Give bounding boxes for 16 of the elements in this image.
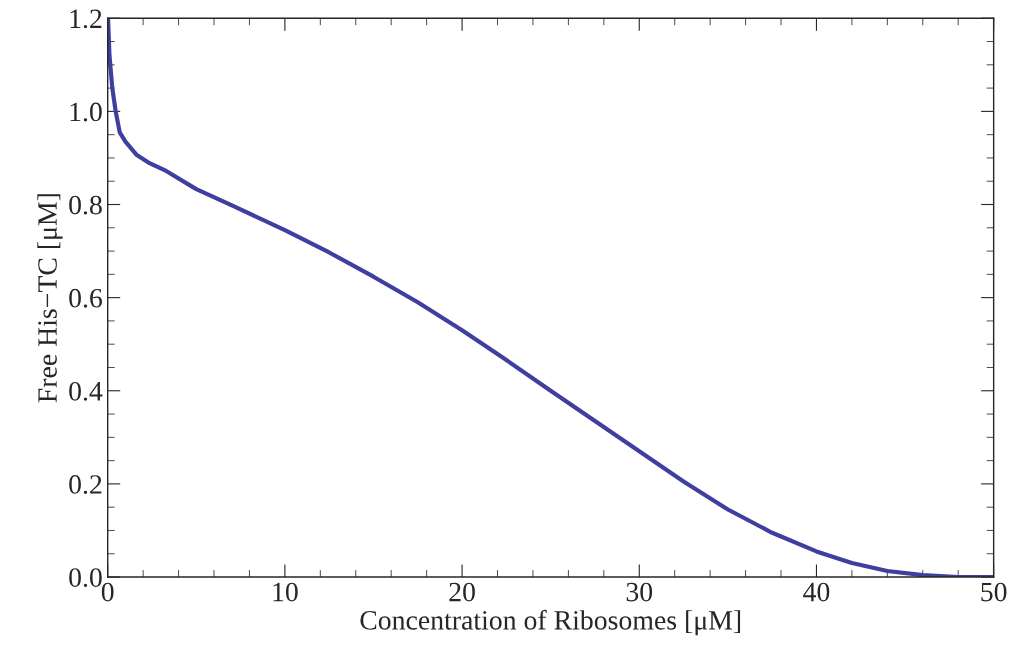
y-tick-label: 0.0 [69, 568, 102, 588]
y-axis-title: Free His−TC [μM] [37, 194, 63, 403]
x-tick-label: 0 [101, 582, 114, 602]
y-tick-label: 1.2 [70, 9, 102, 29]
y-tick-label: 0.2 [69, 475, 102, 494]
y-tick-label: 0.8 [69, 195, 102, 215]
y-tick-label: 0.6 [69, 288, 103, 308]
x-axis-title: Concentration of Ribosomes [μM] [360, 609, 741, 636]
x-tick-label: 30 [626, 582, 653, 602]
x-tick-label: 10 [273, 582, 298, 602]
x-tick-label: 40 [803, 582, 830, 602]
x-tick-label: 20 [449, 582, 475, 602]
x-tick-label: 50 [981, 582, 1007, 602]
line-series [107, 18, 994, 578]
y-tick-label: 0.4 [69, 381, 103, 401]
y-tick-label: 1.0 [70, 102, 102, 122]
